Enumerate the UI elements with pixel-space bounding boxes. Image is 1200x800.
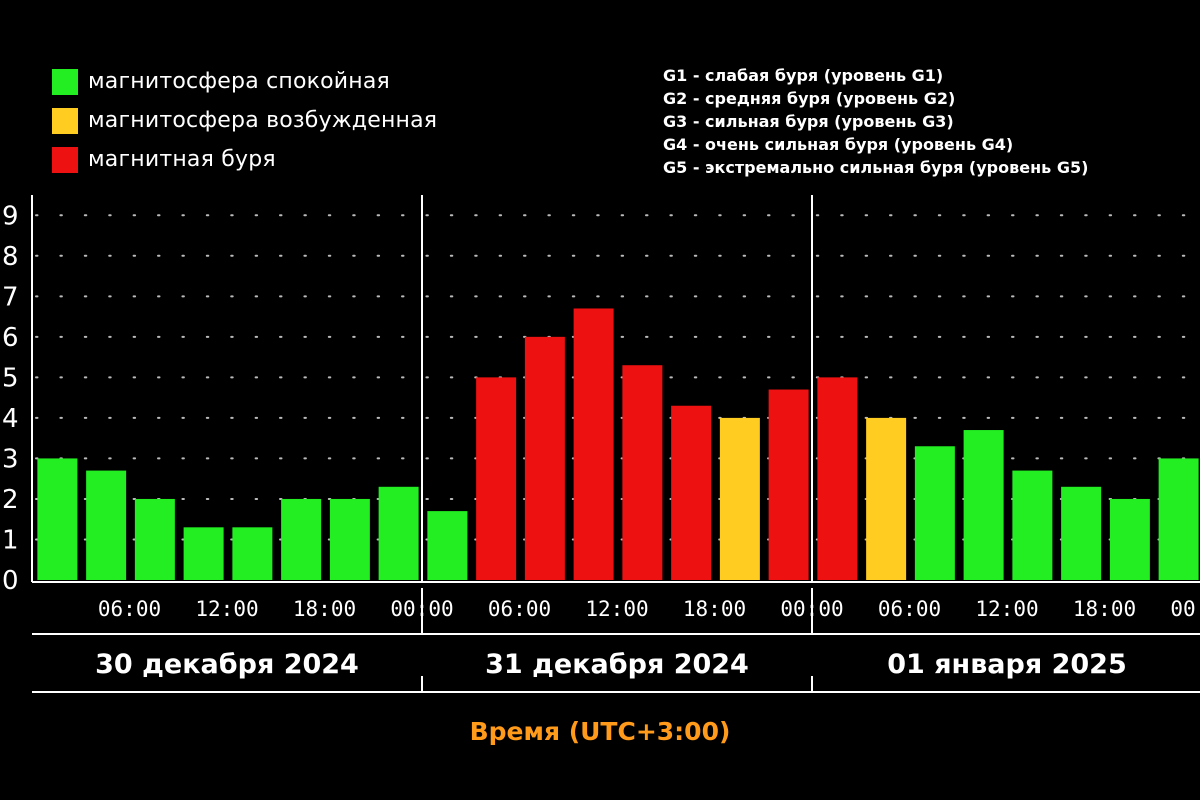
legend-item-calm: магнитосфера спокойная — [52, 62, 437, 101]
x-tick-label: 06:00 — [488, 597, 551, 621]
x-tick-label: 12:00 — [585, 597, 648, 621]
bar — [476, 377, 517, 580]
bar — [232, 527, 273, 580]
bar — [86, 470, 127, 580]
y-tick-label: 2 — [2, 485, 19, 515]
y-tick-label: 3 — [2, 444, 19, 474]
y-tick-label: 0 — [2, 566, 19, 596]
level-g3: G3 - сильная буря (уровень G3) — [663, 112, 954, 131]
x-tick-label: 06:00 — [98, 597, 161, 621]
level-g5: G5 - экстремально сильная буря (уровень … — [663, 158, 1089, 177]
bar — [573, 308, 614, 580]
bar — [134, 498, 175, 580]
legend-item-excited: магнитосфера возбужденная — [52, 101, 437, 140]
bar — [671, 405, 712, 580]
x-tick-label: 12:00 — [195, 597, 258, 621]
bar — [719, 417, 760, 580]
legend-label-storm: магнитная буря — [88, 147, 276, 172]
legend-swatch-storm — [52, 146, 78, 173]
y-tick-label: 9 — [2, 201, 19, 231]
level-g2: G2 - средняя буря (уровень G2) — [663, 89, 956, 108]
level-g1: G1 - слабая буря (уровень G1) — [663, 66, 944, 85]
y-tick-label: 5 — [2, 363, 19, 393]
bar — [866, 417, 907, 580]
bar — [817, 377, 858, 580]
y-tick-label: 7 — [2, 282, 19, 312]
day-label: 01 января 2025 — [887, 649, 1126, 680]
bar — [1158, 458, 1199, 580]
day-label: 30 декабря 2024 — [95, 649, 359, 680]
legend-status: магнитосфера спокойная магнитосфера возб… — [52, 62, 437, 179]
y-tick-label: 4 — [2, 404, 19, 434]
x-tick-label: 18:00 — [1073, 597, 1136, 621]
bar — [427, 511, 468, 580]
level-g4: G4 - очень сильная буря (уровень G4) — [663, 135, 1014, 154]
bar — [1012, 470, 1053, 580]
bar — [768, 389, 809, 580]
bar — [1109, 498, 1150, 580]
bar — [524, 336, 565, 580]
day-label: 31 декабря 2024 — [485, 649, 749, 680]
legend-label-excited: магнитосфера возбужденная — [88, 108, 438, 133]
y-tick-label: 1 — [2, 525, 19, 555]
legend-swatch-excited — [52, 107, 78, 134]
y-tick-label: 8 — [2, 242, 19, 272]
x-axis-title: Время (UTC+3:00) — [470, 717, 731, 746]
x-tick-label: 12:00 — [975, 597, 1038, 621]
bar — [37, 458, 78, 580]
legend-label-calm: магнитосфера спокойная — [88, 69, 390, 94]
y-tick-label: 6 — [2, 323, 19, 353]
legend-levels: G1 - слабая буря (уровень G1) G2 - средн… — [663, 64, 1088, 179]
legend-swatch-calm — [52, 68, 78, 95]
x-tick-label: 00:00 — [1170, 597, 1200, 621]
legend-item-storm: магнитная буря — [52, 140, 437, 179]
x-tick-label: 00:00 — [780, 597, 843, 621]
x-tick-label: 00:00 — [390, 597, 453, 621]
bar — [914, 446, 955, 580]
bar — [281, 498, 322, 580]
bar — [622, 365, 663, 580]
x-tick-label: 18:00 — [293, 597, 356, 621]
bar — [1061, 486, 1102, 580]
bar — [183, 527, 224, 580]
x-tick-label: 18:00 — [683, 597, 746, 621]
bar — [378, 486, 419, 580]
bar — [963, 430, 1004, 580]
x-tick-label: 06:00 — [878, 597, 941, 621]
bar — [329, 498, 370, 580]
